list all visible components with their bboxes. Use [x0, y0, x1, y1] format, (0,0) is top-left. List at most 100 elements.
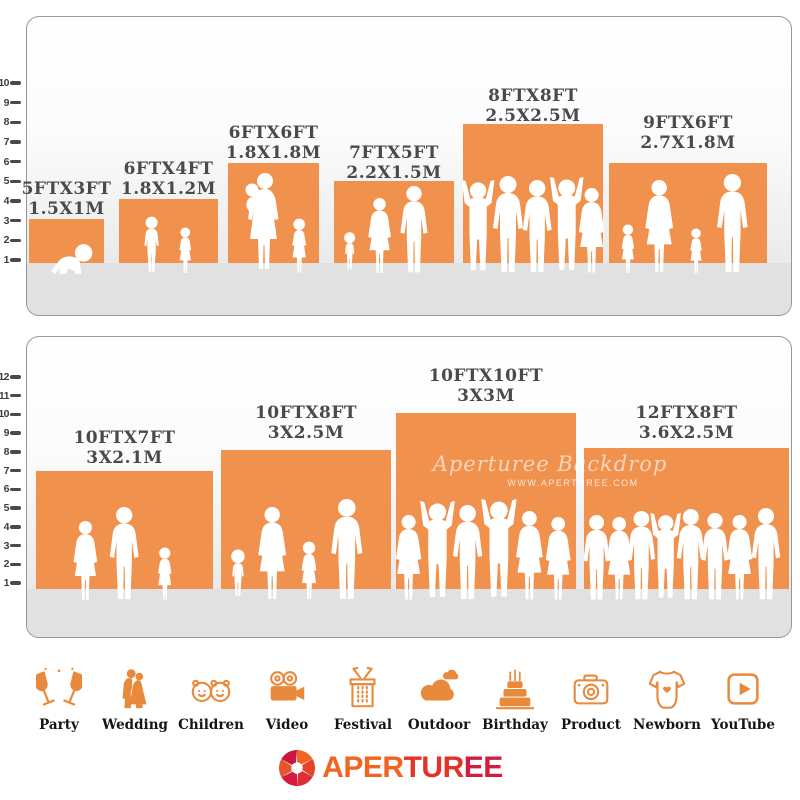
axis-tick-mark — [10, 199, 21, 203]
silhouette-girl — [287, 218, 311, 276]
axis-tick-mark — [10, 159, 21, 164]
size-label-m: 1.8X1.8M — [225, 143, 322, 163]
video-icon — [270, 671, 305, 701]
size-label-ft: 7FTX5FT — [349, 143, 439, 163]
category-label: YouTube — [711, 717, 775, 733]
category-label: Outdoor — [407, 717, 471, 733]
children-icon — [191, 679, 231, 703]
axis-tick-mark — [10, 543, 21, 548]
size-label-ft: 12FTX8FT — [635, 403, 738, 423]
backdrop-size-label: 7FTX5FT 2.2X1.5M — [299, 143, 489, 183]
axis-tick-mark — [10, 581, 21, 585]
silhouette-man — [396, 186, 432, 276]
axis-tick-mark — [10, 506, 21, 510]
size-label-ft: 6FTX4FT — [123, 159, 214, 179]
backdrop-size-label: 8FTX8FT 2.5X2.5M — [438, 86, 628, 126]
axis-tick-mark — [10, 468, 21, 473]
axis-tick-number: 9 — [3, 96, 10, 109]
silhouette-woman — [574, 188, 609, 276]
backdrop-size-label: 10FTX8FT 3X2.5M — [211, 403, 401, 443]
brand-logo: APERTUREE — [0, 748, 790, 788]
birthday-icon — [495, 669, 535, 710]
axis-tick-number: 6 — [3, 155, 10, 168]
backdrop-size-label: 10FTX7FT 3X2.1M — [30, 428, 220, 468]
category-item-newborn: Newborn — [633, 666, 701, 733]
size-label-m: 3.6X2.5M — [638, 423, 735, 443]
backdrop-rect — [334, 181, 454, 263]
silhouette-man — [712, 174, 753, 276]
size-label-ft: 10FTX10FT — [428, 366, 544, 386]
backdrop-size-label: 12FTX8FT 3.6X2.5M — [592, 403, 782, 443]
axis-tick-number: 2 — [3, 234, 10, 247]
backdrop-size-label: 6FTX4FT 1.8X1.2M — [74, 159, 264, 199]
axis-tick-mark — [10, 100, 21, 105]
axis-tick-number: 3 — [3, 214, 10, 227]
logo-segment: EE — [463, 751, 504, 784]
axis-tick-mark — [10, 431, 21, 435]
backdrop-rect — [609, 163, 767, 263]
axis-tick-mark — [10, 562, 21, 567]
category-item-children: Children — [178, 666, 244, 733]
logo-segment: APER — [322, 751, 404, 784]
wedding-icon — [122, 669, 147, 709]
axis-tick-number: 8 — [3, 116, 10, 129]
silhouette-toddler — [226, 548, 250, 600]
backdrop-rect — [119, 199, 218, 263]
silhouette-woman — [69, 521, 102, 603]
axis-tick-mark — [10, 218, 21, 223]
axis-tick-number: 7 — [3, 464, 10, 477]
silhouette-woman — [541, 517, 575, 603]
watermark-script: Aperturee Backdrop — [432, 452, 668, 476]
axis-tick-number: 7 — [3, 135, 10, 148]
axis-tick-number: 10 — [0, 76, 10, 89]
size-label-m: 1.8X1.2M — [120, 179, 217, 199]
axis-tick-number: 5 — [3, 502, 10, 515]
axis-tick-number: 12 — [0, 370, 10, 383]
logo-segment: TUR — [403, 751, 465, 784]
axis-tick-mark — [10, 375, 21, 379]
party-icon — [36, 667, 82, 706]
axis-tick-number: 4 — [3, 520, 10, 533]
axis-tick-number: 11 — [0, 389, 10, 402]
category-item-birthday: Birthday — [482, 666, 548, 733]
watermark-url: WWW.APERTUREE.COM — [507, 478, 639, 488]
silhouette-baby — [44, 243, 96, 275]
product-icon — [573, 674, 609, 705]
silhouette-man — [747, 508, 785, 603]
category-label: Newborn — [633, 717, 701, 733]
youtube-icon — [727, 673, 759, 705]
axis-tick-number: 10 — [0, 408, 10, 421]
axis-tick-number: 9 — [3, 427, 10, 440]
category-label: Wedding — [102, 717, 168, 733]
axis-tick-number: 6 — [3, 483, 10, 496]
silhouette-girl — [153, 547, 177, 603]
silhouette-woman — [253, 507, 291, 603]
axis-tick-mark — [10, 238, 21, 243]
axis-tick-number: 4 — [3, 194, 10, 207]
silhouette-girl — [686, 228, 706, 276]
category-item-video: Video — [254, 666, 320, 733]
category-row: Party Wedding Children Video Festival Ou… — [0, 666, 800, 733]
axis-tick-mark — [10, 525, 21, 529]
backdrop-size-label: 6FTX6FT 1.8X1.8M — [179, 123, 369, 163]
silhouette-woman — [364, 198, 395, 276]
size-label-m: 2.7X1.8M — [640, 133, 736, 153]
aperture-icon — [279, 749, 316, 787]
silhouette-man — [326, 499, 368, 603]
size-label-m: 3X2.1M — [86, 448, 163, 468]
axis-tick-mark — [10, 140, 21, 144]
category-label: Product — [561, 717, 621, 733]
category-label: Party — [39, 717, 79, 733]
backdrop-size-label: 10FTX10FT 3X3M — [391, 366, 581, 406]
size-label-m: 3X3M — [457, 386, 515, 406]
silhouette-woman — [640, 180, 678, 276]
size-label-m: 3X2.5M — [267, 423, 345, 443]
backdrop-size-label: 5FTX3FT 1.5X1M — [0, 179, 162, 219]
size-label-ft: 9FTX6FT — [643, 113, 733, 133]
category-item-product: Product — [558, 666, 624, 733]
axis-tick-mark — [10, 179, 21, 184]
size-label-m: 1.5X1M — [28, 199, 105, 219]
newborn-icon — [648, 670, 686, 709]
category-label: Festival — [333, 717, 393, 733]
